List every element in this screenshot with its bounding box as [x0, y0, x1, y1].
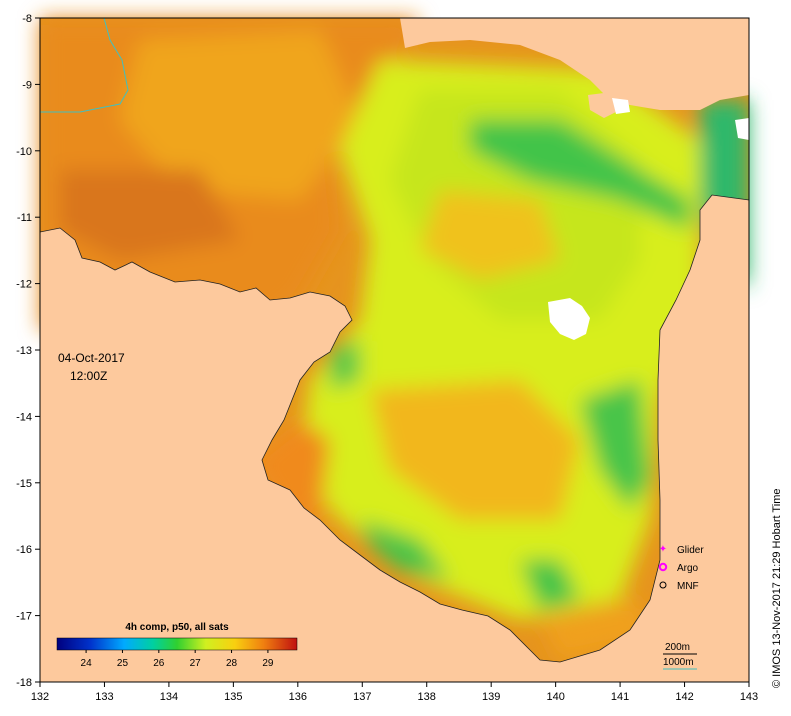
colorbar-tick-label: 28: [226, 658, 238, 669]
legend-label-argo: Argo: [677, 563, 699, 574]
contour-label-1000m: 1000m: [663, 657, 694, 668]
y-tick-label: -15: [16, 478, 32, 490]
y-axis: -8 -9 -10 -11 -12 -13 -14 -15 -16 -17 -18: [16, 13, 40, 689]
y-tick-label: -11: [17, 212, 32, 224]
colorbar-title: 4h comp, p50, all sats: [125, 622, 229, 633]
x-tick-label: 132: [31, 691, 49, 703]
x-tick-label: 136: [289, 691, 307, 703]
glider-marker-icon: ✦: [659, 544, 667, 555]
colorbar: 4h comp, p50, all sats 24 25 26 27 28 29: [56, 622, 298, 669]
x-tick-label: 143: [740, 691, 758, 703]
x-tick-label: 141: [611, 691, 629, 703]
y-tick-label: -16: [16, 544, 32, 556]
colorbar-ticks: 24 25 26 27 28 29: [81, 650, 274, 669]
y-tick-label: -12: [16, 279, 32, 291]
x-tick-label: 135: [224, 691, 242, 703]
coastline: [39, 194, 750, 663]
x-tick-label: 137: [353, 691, 371, 703]
y-tick-label: -13: [16, 345, 32, 357]
y-tick-label: -10: [16, 146, 32, 158]
x-tick-label: 142: [675, 691, 693, 703]
contour-legend: 200m 1000m: [663, 642, 697, 670]
x-tick-label: 134: [160, 691, 178, 703]
colorbar-tick-label: 27: [190, 658, 202, 669]
y-tick-label: -9: [22, 79, 32, 91]
y-tick-label: -14: [16, 411, 32, 423]
colorbar-tick-label: 29: [262, 658, 274, 669]
no-data-patches: [548, 98, 749, 340]
mnf-marker-icon: [659, 581, 667, 589]
y-tick-label: -8: [22, 13, 32, 25]
colorbar-tick-label: 25: [117, 658, 129, 669]
colorbar-tick-label: 26: [153, 658, 165, 669]
contour-label-200m: 200m: [665, 642, 690, 653]
x-tick-label: 138: [418, 691, 436, 703]
colorbar-tick-label: 24: [81, 658, 93, 669]
contour-1000m: [40, 17, 129, 113]
legend: ✦ Glider Argo MNF: [658, 544, 704, 592]
argo-marker-icon: [658, 562, 668, 572]
x-tick-label: 140: [546, 691, 564, 703]
x-tick-label: 133: [95, 691, 113, 703]
credit-text: © IMOS 13-Nov-2017 21:29 Hobart Time: [771, 489, 783, 688]
x-tick-label: 139: [482, 691, 500, 703]
y-tick-label: -18: [16, 677, 32, 689]
land: [40, 18, 749, 682]
y-tick-label: -17: [16, 611, 32, 623]
map-time: 12:00Z: [70, 369, 107, 383]
map-date: 04-Oct-2017: [58, 351, 125, 365]
x-axis: 132 133 134 135 136 137 138 139 140 141 142 143: [31, 682, 758, 703]
legend-label-mnf: MNF: [677, 581, 699, 592]
legend-label-glider: Glider: [677, 545, 704, 556]
map-plot-area: [39, 17, 750, 683]
colorbar-gradient: [56, 637, 298, 651]
